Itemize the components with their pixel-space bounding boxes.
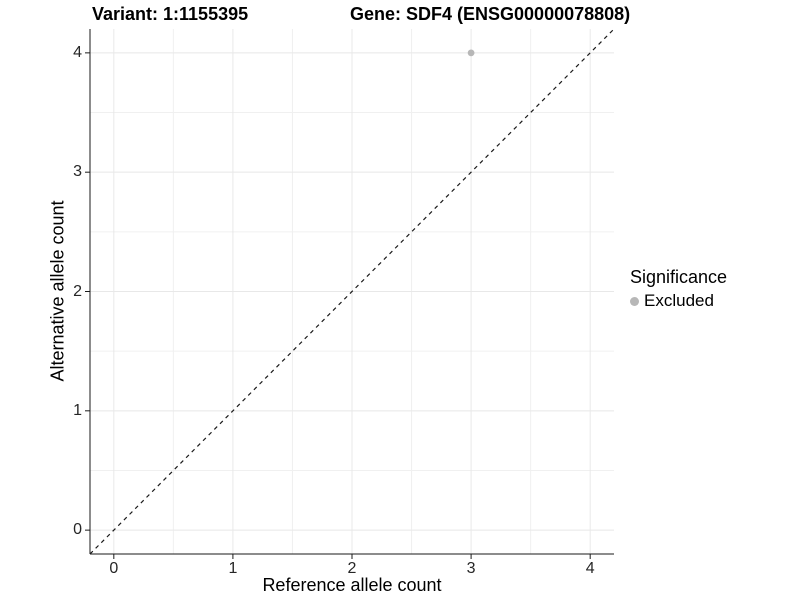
legend: Significance Excluded <box>630 267 727 311</box>
x-tick-label: 2 <box>347 560 357 577</box>
x-axis-title: Reference allele count <box>262 575 442 595</box>
y-tick-label: 3 <box>73 163 82 181</box>
excluded-point-icon <box>630 296 639 306</box>
y-tick-label: 1 <box>73 401 82 419</box>
legend-entry-excluded: Excluded <box>630 291 727 311</box>
x-tick-label: 1 <box>228 560 238 577</box>
x-tick-label: 0 <box>109 560 119 577</box>
y-tick-label: 0 <box>73 521 82 539</box>
x-tick-label: 3 <box>466 560 476 577</box>
plot-title-variant: Variant: 1:1155395 <box>92 4 249 24</box>
plot-title-gene: Gene: SDF4 (ENSG00000078808) <box>350 4 631 24</box>
y-tick-label: 4 <box>73 43 82 61</box>
x-tick-label: 4 <box>585 560 595 577</box>
data-point <box>467 49 475 57</box>
legend-entry-label: Excluded <box>644 291 714 310</box>
identity-line <box>89 28 615 555</box>
y-tick-label: 2 <box>73 282 82 300</box>
legend-title: Significance <box>630 267 728 287</box>
